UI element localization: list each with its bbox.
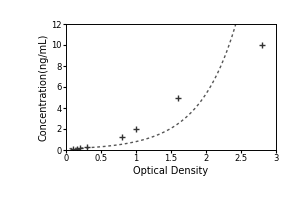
Y-axis label: Concentration(ng/mL): Concentration(ng/mL) bbox=[39, 33, 49, 141]
X-axis label: Optical Density: Optical Density bbox=[134, 166, 208, 176]
